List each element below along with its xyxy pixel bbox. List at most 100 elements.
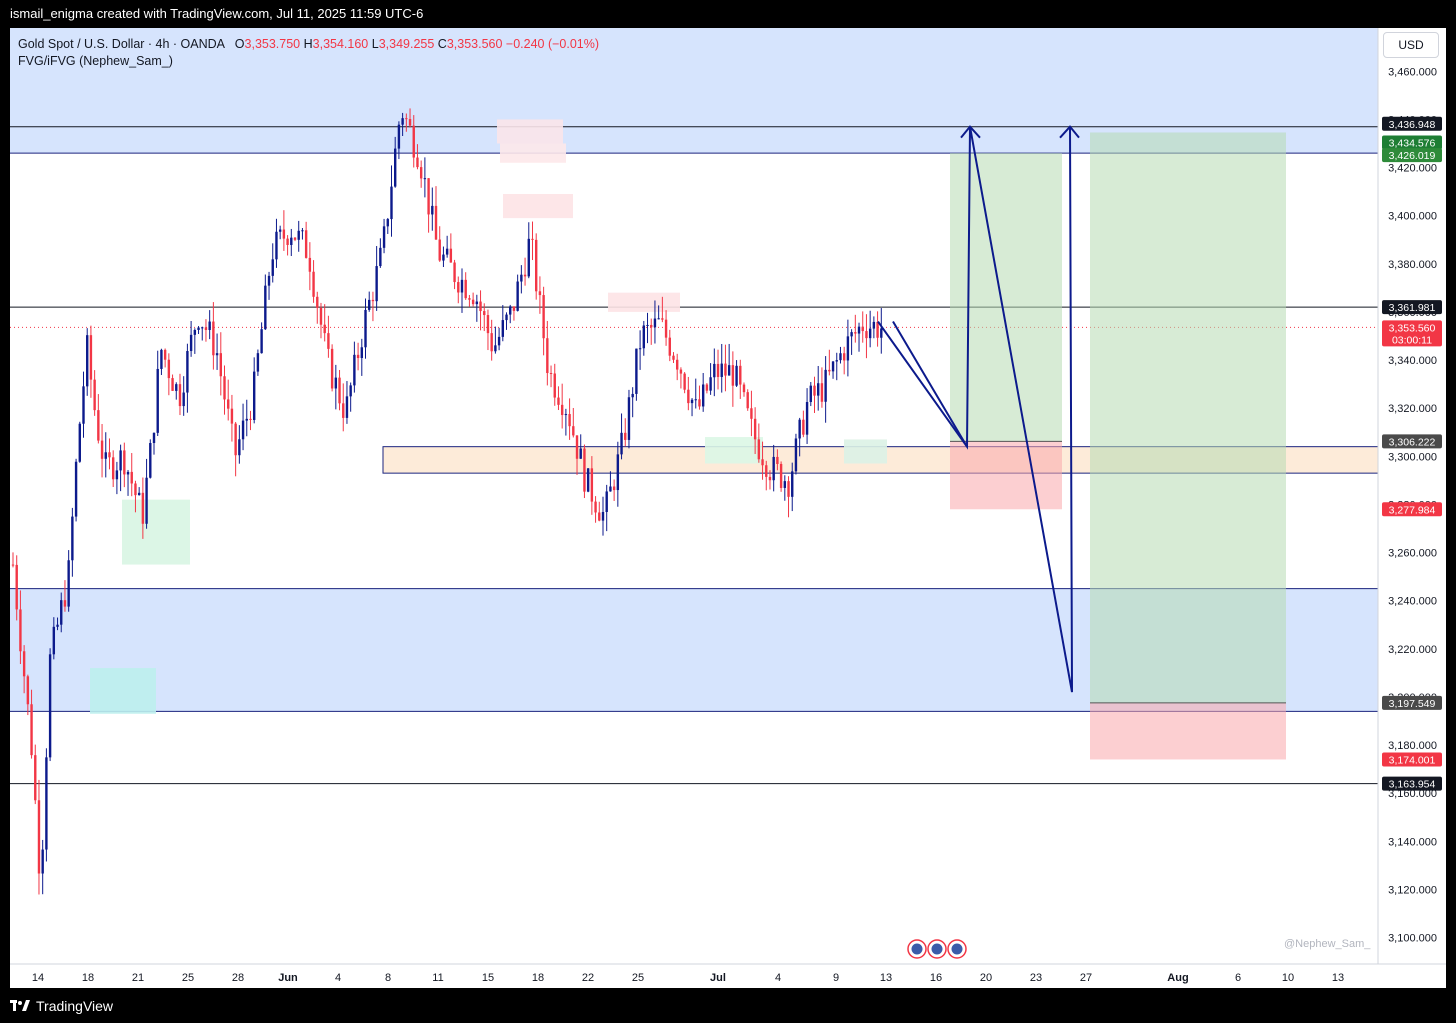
candle-body <box>716 363 720 377</box>
candle-body <box>627 397 631 440</box>
price-tick-label: 3,420.000 <box>1388 163 1437 175</box>
candle-body <box>527 238 530 277</box>
candle-body <box>531 238 534 240</box>
arrow-head-icon <box>960 125 981 139</box>
candle-body <box>449 248 453 263</box>
tradingview-logo[interactable]: TradingView <box>10 998 113 1014</box>
time-tick-label: 21 <box>132 972 144 984</box>
candle-body <box>509 306 512 315</box>
fvg-box <box>122 499 190 565</box>
time-tick-label: 22 <box>582 972 594 984</box>
price-level-tag <box>1382 695 1442 710</box>
price-tick-label: 3,320.000 <box>1388 403 1437 415</box>
candle-body <box>104 452 107 459</box>
price-tick-label: 3,120.000 <box>1388 884 1437 896</box>
candle-body <box>616 454 620 491</box>
candle-body <box>334 377 338 389</box>
price-level-tag <box>1382 116 1442 131</box>
price-tick-label: 3,300.000 <box>1388 451 1437 463</box>
candle-body <box>130 471 133 484</box>
time-tick-label: 16 <box>930 972 942 984</box>
high-value: 3,354.160 <box>312 37 369 51</box>
candle-body <box>598 512 601 521</box>
candle-body <box>390 186 393 220</box>
candle-body <box>642 325 646 349</box>
currency-button[interactable]: USD <box>1383 32 1439 58</box>
candle-body <box>56 624 59 627</box>
candle-body <box>249 418 252 420</box>
high-label: H <box>303 37 313 51</box>
symbol-title[interactable]: Gold Spot / U.S. Dollar · 4h · OANDA <box>18 37 225 51</box>
price-level-tag <box>1382 502 1442 517</box>
candle-body <box>464 279 467 299</box>
time-tick-label: 18 <box>532 972 544 984</box>
long-position-target-zone <box>1090 132 1286 703</box>
candle-body <box>267 275 271 286</box>
candle-body <box>831 361 835 372</box>
candle-body <box>687 389 690 404</box>
open-value: 3,353.750 <box>244 37 301 51</box>
candle-body <box>82 386 85 424</box>
arrow-head-icon <box>1059 125 1080 139</box>
candle-body <box>234 423 237 456</box>
candle-body <box>345 396 349 418</box>
candle-body <box>319 307 323 325</box>
candle-body <box>776 456 779 464</box>
candle-body <box>720 363 723 377</box>
watermark-text: @Nephew_Sam_ <box>1284 938 1371 950</box>
price-chart[interactable]: 3,100.000 3,120.000 3,140.000 3,160.000 3,18… <box>10 28 1446 988</box>
candle-body <box>22 651 26 677</box>
time-tick-label: Jun <box>278 972 298 984</box>
chart-legend: Gold Spot / U.S. Dollar · 4h · OANDA O3,… <box>18 36 599 70</box>
candle-body <box>742 384 746 393</box>
candle-body <box>278 229 282 232</box>
candle-body <box>605 491 608 512</box>
price-level-label: 3,436.948 <box>1389 119 1436 131</box>
fvg-box <box>844 439 887 464</box>
low-label: L <box>371 37 379 51</box>
price-tick-label: 3,220.000 <box>1388 644 1437 656</box>
candle-body <box>583 448 586 492</box>
event-flag-icon-center <box>951 943 963 955</box>
candle-body <box>397 124 401 149</box>
price-tick-label: 3,240.000 <box>1388 596 1437 608</box>
candle-body <box>60 600 63 625</box>
candle-body <box>34 755 37 801</box>
low-value: 3,349.255 <box>378 37 435 51</box>
indicator-label[interactable]: FVG/iFVG (Nephew_Sam_) <box>18 54 173 68</box>
candle-body <box>323 324 326 334</box>
candle-body <box>750 408 753 419</box>
candle-body <box>241 420 245 440</box>
credit-text: ismail_enigma created with TradingView.c… <box>10 6 424 21</box>
candle-body <box>416 157 419 168</box>
candle-body <box>215 353 219 356</box>
candle-body <box>768 476 772 481</box>
chart-frame[interactable]: 3,100.000 3,120.000 3,140.000 3,160.000 3,18… <box>10 28 1446 988</box>
candle-body <box>245 418 248 421</box>
close-value: 3,353.560 <box>446 37 503 51</box>
candle-body <box>342 403 345 418</box>
candle-body <box>657 318 660 320</box>
candle-body <box>434 205 438 240</box>
candle-body <box>542 295 545 339</box>
candle-body <box>327 333 330 349</box>
candle-body <box>364 309 367 348</box>
candle-body <box>664 319 668 338</box>
brand-name: TradingView <box>36 998 114 1014</box>
candle-body <box>490 333 493 352</box>
candle-body <box>275 231 278 260</box>
time-tick-label: 10 <box>1282 972 1294 984</box>
time-axis-background <box>10 964 1446 988</box>
countdown-label: 03:00:11 <box>1392 334 1432 346</box>
price-tick-label: 3,400.000 <box>1388 211 1437 223</box>
price-tick-label: 3,100.000 <box>1388 933 1437 945</box>
candle-body <box>805 402 809 435</box>
candle-body <box>419 167 423 179</box>
candle-body <box>282 229 286 239</box>
candle-body <box>772 456 775 481</box>
candle-body <box>71 516 74 561</box>
candle-body <box>145 477 148 524</box>
candle-body <box>204 327 208 331</box>
candle-body <box>739 365 742 385</box>
candle-body <box>854 332 857 334</box>
